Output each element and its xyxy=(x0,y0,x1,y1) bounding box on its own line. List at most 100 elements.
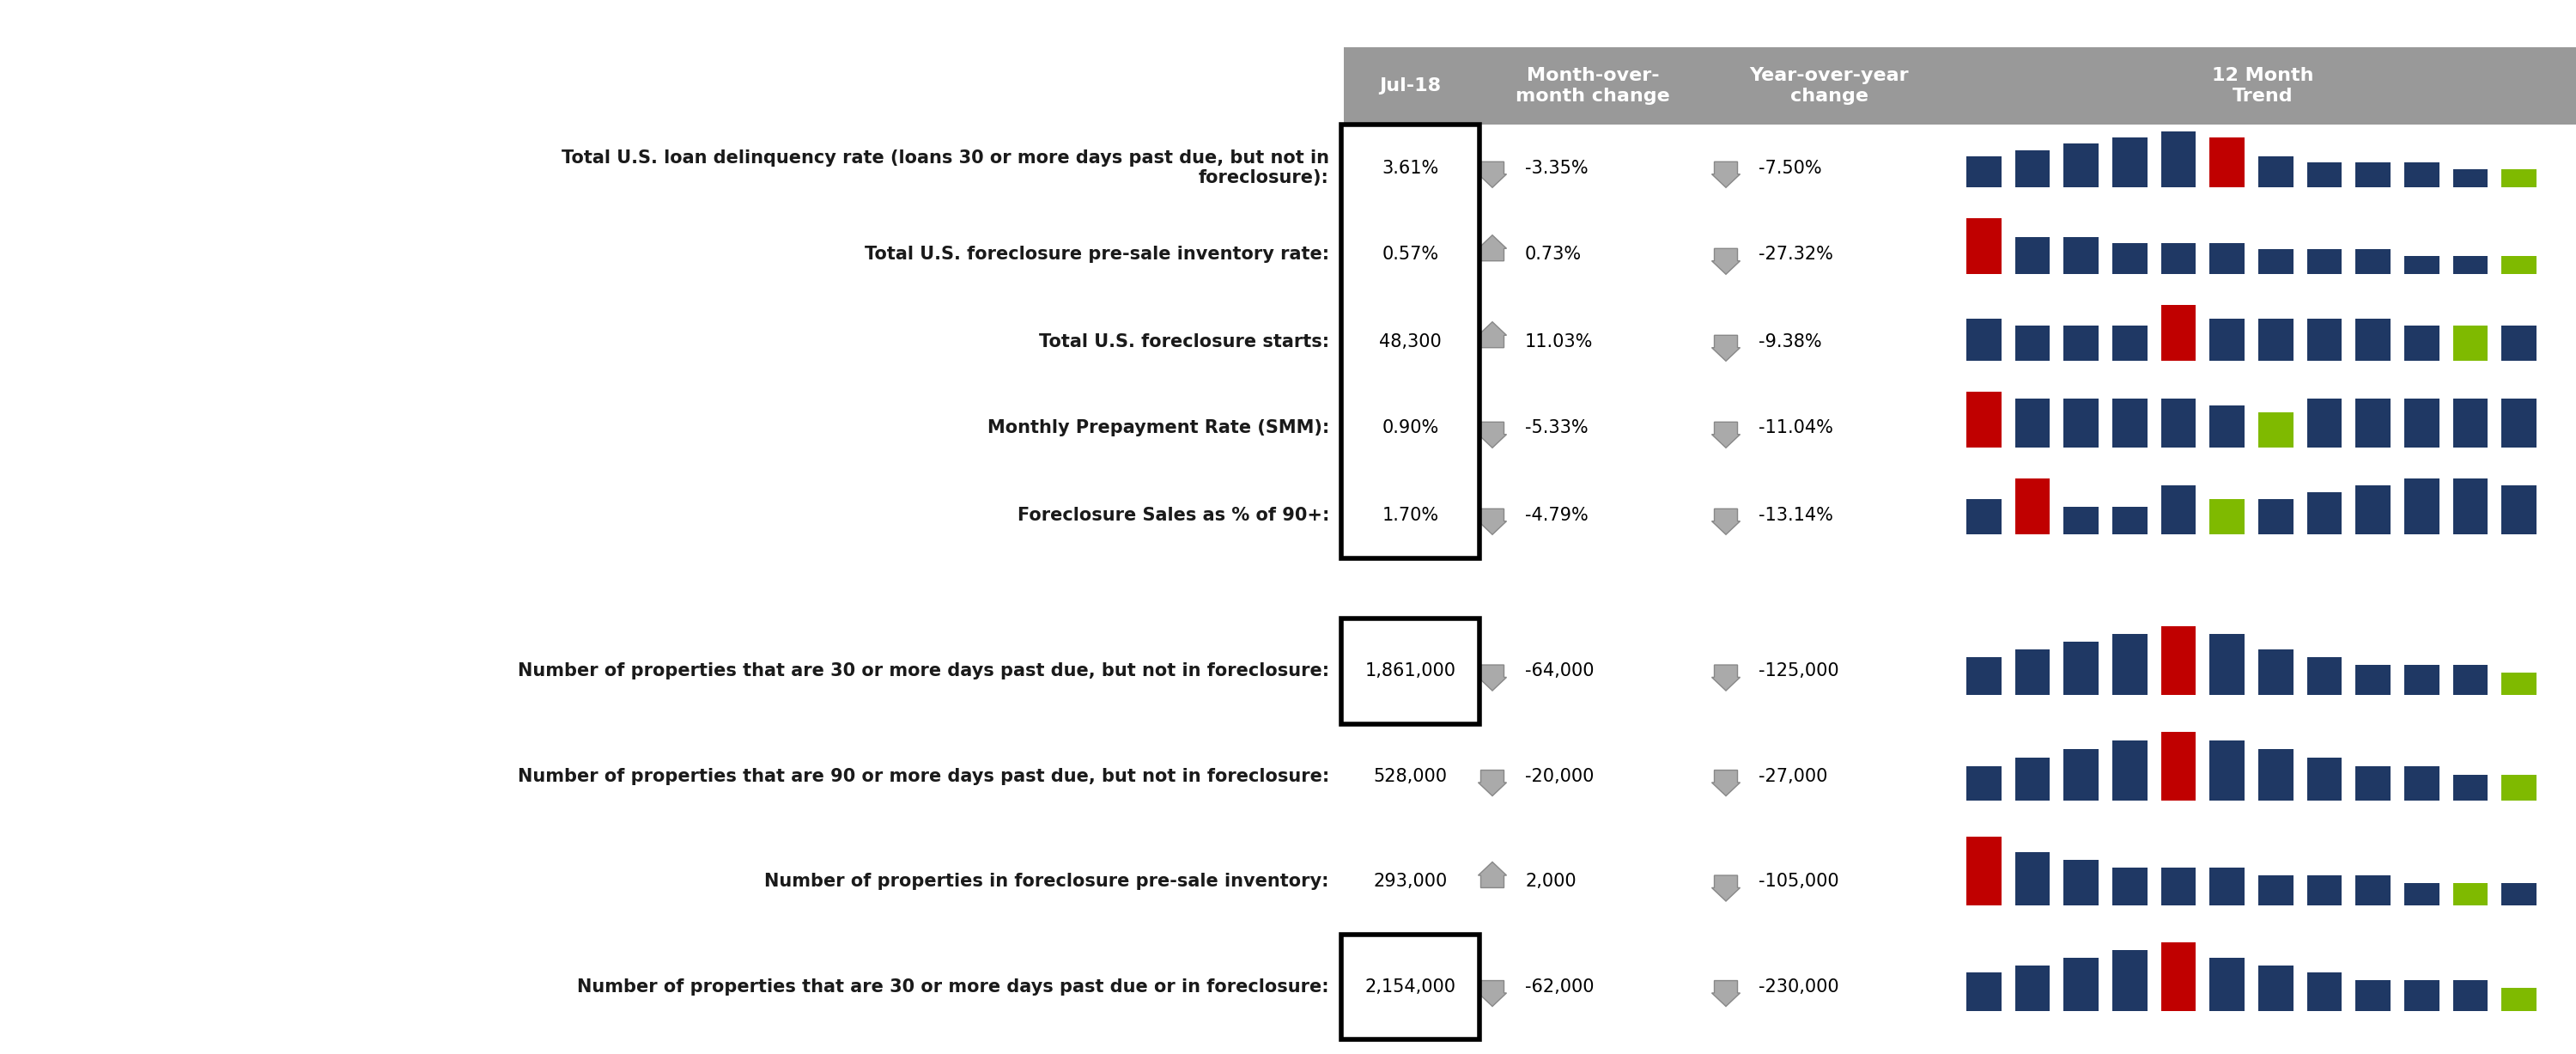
Bar xyxy=(2210,867,2244,905)
Polygon shape xyxy=(1479,770,1507,796)
Bar xyxy=(2308,492,2342,534)
Bar xyxy=(2210,500,2244,534)
Bar xyxy=(2501,486,2537,534)
Bar xyxy=(2308,250,2342,274)
Text: 1.70%: 1.70% xyxy=(1381,506,1440,524)
Polygon shape xyxy=(1479,980,1507,1007)
Bar xyxy=(2452,775,2488,800)
Bar xyxy=(1342,124,1479,559)
Polygon shape xyxy=(1710,335,1741,362)
Text: Number of properties that are 30 or more days past due or in foreclosure:: Number of properties that are 30 or more… xyxy=(577,978,1329,995)
Bar xyxy=(2403,326,2439,362)
Bar xyxy=(2501,882,2537,905)
Bar xyxy=(2063,957,2099,1011)
Polygon shape xyxy=(1710,249,1741,274)
Bar xyxy=(2501,169,2537,188)
Bar xyxy=(1965,500,2002,534)
Bar xyxy=(2308,398,2342,448)
Polygon shape xyxy=(1710,665,1741,690)
Text: Total U.S. foreclosure pre-sale inventory rate:: Total U.S. foreclosure pre-sale inventor… xyxy=(866,246,1329,264)
Bar xyxy=(2161,627,2195,695)
Bar xyxy=(2210,740,2244,800)
Polygon shape xyxy=(1710,980,1741,1007)
Bar xyxy=(2259,749,2293,800)
Bar xyxy=(1965,218,2002,274)
Bar xyxy=(2161,942,2195,1011)
Bar xyxy=(1342,619,1479,724)
Bar xyxy=(2161,867,2195,905)
Bar xyxy=(2308,973,2342,1011)
Text: -27,000: -27,000 xyxy=(1759,767,1826,785)
Text: Number of properties that are 90 or more days past due, but not in foreclosure:: Number of properties that are 90 or more… xyxy=(518,767,1329,785)
Bar xyxy=(2063,642,2099,695)
Bar xyxy=(2501,326,2537,362)
Bar xyxy=(2501,672,2537,695)
Bar xyxy=(2014,853,2050,905)
Polygon shape xyxy=(1710,161,1741,188)
Bar xyxy=(2063,326,2099,362)
Bar xyxy=(2112,950,2148,1011)
Bar xyxy=(2112,507,2148,534)
Bar xyxy=(2014,150,2050,188)
Bar xyxy=(2161,305,2195,362)
Text: Monthly Prepayment Rate (SMM):: Monthly Prepayment Rate (SMM): xyxy=(987,419,1329,436)
Bar xyxy=(2452,479,2488,534)
Text: 48,300: 48,300 xyxy=(1378,333,1443,350)
Text: 0.90%: 0.90% xyxy=(1381,419,1440,436)
Bar xyxy=(2308,875,2342,905)
Bar xyxy=(2014,758,2050,800)
Bar xyxy=(2308,758,2342,800)
Bar xyxy=(2210,137,2244,188)
Text: 293,000: 293,000 xyxy=(1373,873,1448,891)
Bar xyxy=(1345,47,2576,124)
Bar xyxy=(1965,391,2002,448)
Bar xyxy=(2014,649,2050,695)
Bar xyxy=(2014,479,2050,534)
Bar xyxy=(2354,486,2391,534)
Text: -125,000: -125,000 xyxy=(1759,663,1839,680)
Bar xyxy=(2112,740,2148,800)
Bar xyxy=(2354,398,2391,448)
Bar xyxy=(2161,132,2195,188)
Polygon shape xyxy=(1710,509,1741,534)
Bar xyxy=(2259,319,2293,362)
Bar xyxy=(2161,398,2195,448)
Text: 11.03%: 11.03% xyxy=(1525,333,1592,350)
Text: 12 Month
Trend: 12 Month Trend xyxy=(2213,67,2313,104)
Bar xyxy=(2259,875,2293,905)
Bar xyxy=(2259,250,2293,274)
Polygon shape xyxy=(1479,862,1507,887)
Bar xyxy=(2452,980,2488,1011)
Bar xyxy=(2403,162,2439,188)
Bar xyxy=(2354,766,2391,800)
Polygon shape xyxy=(1479,509,1507,534)
Text: Year-over-year
change: Year-over-year change xyxy=(1749,67,1909,104)
Bar xyxy=(2501,775,2537,800)
Bar xyxy=(2112,243,2148,274)
Bar xyxy=(2210,635,2244,695)
Bar xyxy=(2452,256,2488,274)
Text: -11.04%: -11.04% xyxy=(1759,419,1834,436)
Bar xyxy=(2452,326,2488,362)
Bar xyxy=(2501,988,2537,1011)
Bar xyxy=(2259,413,2293,448)
Bar xyxy=(2210,319,2244,362)
Bar xyxy=(2308,162,2342,188)
Text: 528,000: 528,000 xyxy=(1373,767,1448,785)
Text: -64,000: -64,000 xyxy=(1525,663,1595,680)
Polygon shape xyxy=(1479,422,1507,448)
Text: -62,000: -62,000 xyxy=(1525,978,1595,995)
Bar xyxy=(2014,237,2050,274)
Text: -5.33%: -5.33% xyxy=(1525,419,1589,436)
Text: -7.50%: -7.50% xyxy=(1759,159,1821,176)
Bar xyxy=(2014,965,2050,1011)
Polygon shape xyxy=(1479,321,1507,348)
Bar xyxy=(1965,837,2002,905)
Bar xyxy=(1342,934,1479,1039)
Bar xyxy=(2403,256,2439,274)
Text: -105,000: -105,000 xyxy=(1759,873,1839,891)
Bar xyxy=(2210,406,2244,448)
Bar xyxy=(2354,875,2391,905)
Text: -27.32%: -27.32% xyxy=(1759,246,1834,264)
Bar xyxy=(2014,398,2050,448)
